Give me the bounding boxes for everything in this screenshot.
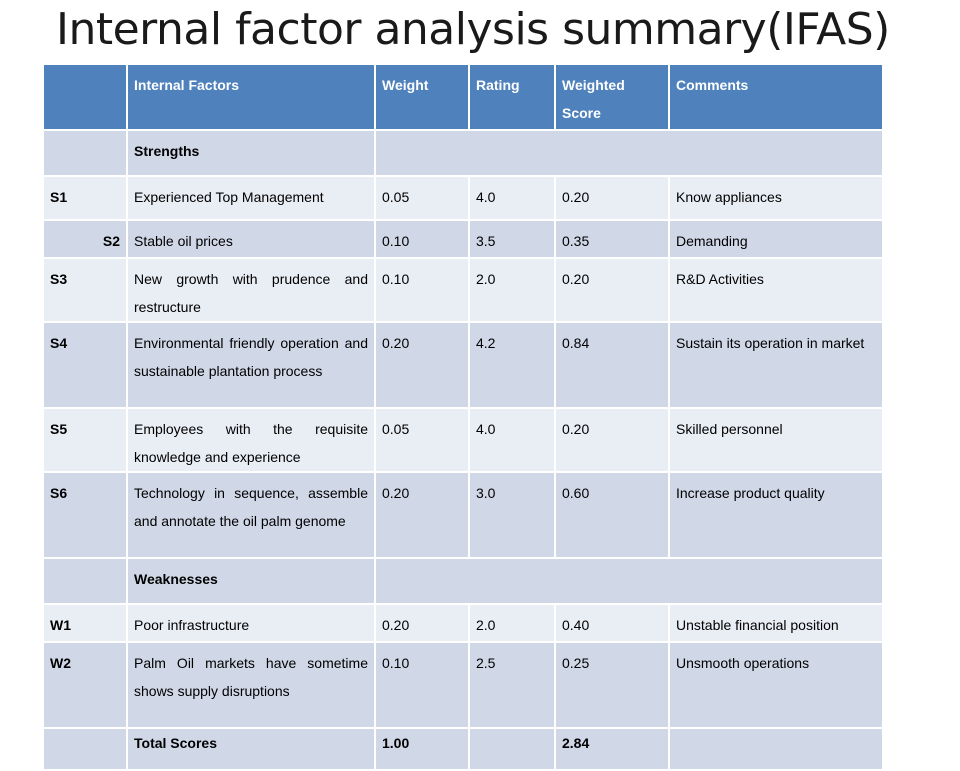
table-row: S5 Employees with the requisite knowledg… bbox=[42, 407, 884, 473]
factor-weight: 0.10 bbox=[374, 257, 470, 323]
table-row: S6 Technology in sequence, assemble and … bbox=[42, 471, 884, 559]
factor-rating: 4.0 bbox=[468, 407, 556, 473]
table-row: W1 Poor infrastructure 0.20 2.0 0.40 Uns… bbox=[42, 603, 884, 643]
weaknesses-label: Weaknesses bbox=[126, 557, 376, 605]
header-rating: Rating bbox=[468, 63, 556, 131]
factor-weight: 0.20 bbox=[374, 471, 470, 559]
strengths-label: Strengths bbox=[126, 129, 376, 177]
factor-rating: 2.0 bbox=[468, 603, 556, 643]
factor-comment: Unsmooth operations bbox=[668, 641, 884, 729]
factor-rating: 3.5 bbox=[468, 219, 556, 259]
slide-title: Internal factor analysis summary(IFAS) bbox=[56, 4, 890, 55]
table-row: S2 Stable oil prices 0.10 3.5 0.35 Deman… bbox=[42, 219, 884, 259]
factor-score: 0.84 bbox=[554, 321, 670, 409]
factor-name: Employees with the requisite knowledge a… bbox=[126, 407, 376, 473]
factor-comment: Know appliances bbox=[668, 175, 884, 221]
factor-name: Technology in sequence, assemble and ann… bbox=[126, 471, 376, 559]
factor-id: S3 bbox=[42, 257, 128, 323]
factor-id: S6 bbox=[42, 471, 128, 559]
factor-name: Stable oil prices bbox=[126, 219, 376, 259]
total-weight: 1.00 bbox=[374, 727, 470, 771]
factor-comment: Sustain its operation in market bbox=[668, 321, 884, 409]
factor-weight: 0.05 bbox=[374, 407, 470, 473]
header-weighted-score: Weighted Score bbox=[554, 63, 670, 131]
total-label: Total Scores bbox=[126, 727, 376, 771]
header-weight: Weight bbox=[374, 63, 470, 131]
table-row: S1 Experienced Top Management 0.05 4.0 0… bbox=[42, 175, 884, 221]
factor-score: 0.25 bbox=[554, 641, 670, 729]
factor-weight: 0.05 bbox=[374, 175, 470, 221]
total-score: 2.84 bbox=[554, 727, 670, 771]
factor-id: S2 bbox=[42, 219, 128, 259]
factor-name: Palm Oil markets have sometime shows sup… bbox=[126, 641, 376, 729]
factor-rating: 4.2 bbox=[468, 321, 556, 409]
strengths-section-row: Strengths bbox=[42, 129, 884, 177]
factor-score: 0.35 bbox=[554, 219, 670, 259]
factor-id: W2 bbox=[42, 641, 128, 729]
factor-weight: 0.10 bbox=[374, 219, 470, 259]
factor-id: S1 bbox=[42, 175, 128, 221]
factor-name: New growth with prudence and restructure bbox=[126, 257, 376, 323]
factor-score: 0.20 bbox=[554, 407, 670, 473]
header-internal-factors: Internal Factors bbox=[126, 63, 376, 131]
factor-score: 0.40 bbox=[554, 603, 670, 643]
header-id bbox=[42, 63, 128, 131]
factor-name: Poor infrastructure bbox=[126, 603, 376, 643]
factor-weight: 0.10 bbox=[374, 641, 470, 729]
table-row: W2 Palm Oil markets have sometime shows … bbox=[42, 641, 884, 729]
factor-rating: 4.0 bbox=[468, 175, 556, 221]
factor-weight: 0.20 bbox=[374, 321, 470, 409]
factor-name: Environmental friendly operation and sus… bbox=[126, 321, 376, 409]
table-header-row: Internal Factors Weight Rating Weighted S… bbox=[42, 63, 884, 131]
ifas-table: Internal Factors Weight Rating Weighted S… bbox=[42, 63, 884, 771]
factor-score: 0.20 bbox=[554, 257, 670, 323]
factor-weight: 0.20 bbox=[374, 603, 470, 643]
factor-comment: Increase product quality bbox=[668, 471, 884, 559]
factor-comment: Unstable financial position bbox=[668, 603, 884, 643]
factor-rating: 2.0 bbox=[468, 257, 556, 323]
factor-rating: 3.0 bbox=[468, 471, 556, 559]
factor-comment: Skilled personnel bbox=[668, 407, 884, 473]
factor-rating: 2.5 bbox=[468, 641, 556, 729]
factor-comment: R&D Activities bbox=[668, 257, 884, 323]
factor-id: S4 bbox=[42, 321, 128, 409]
weaknesses-section-row: Weaknesses bbox=[42, 557, 884, 605]
header-comments: Comments bbox=[668, 63, 884, 131]
table-row: S3 New growth with prudence and restruct… bbox=[42, 257, 884, 323]
factor-score: 0.60 bbox=[554, 471, 670, 559]
factor-id: S5 bbox=[42, 407, 128, 473]
factor-score: 0.20 bbox=[554, 175, 670, 221]
table-row: S4 Environmental friendly operation and … bbox=[42, 321, 884, 409]
factor-comment: Demanding bbox=[668, 219, 884, 259]
factor-id: W1 bbox=[42, 603, 128, 643]
total-row: Total Scores 1.00 2.84 bbox=[42, 727, 884, 771]
factor-name: Experienced Top Management bbox=[126, 175, 376, 221]
